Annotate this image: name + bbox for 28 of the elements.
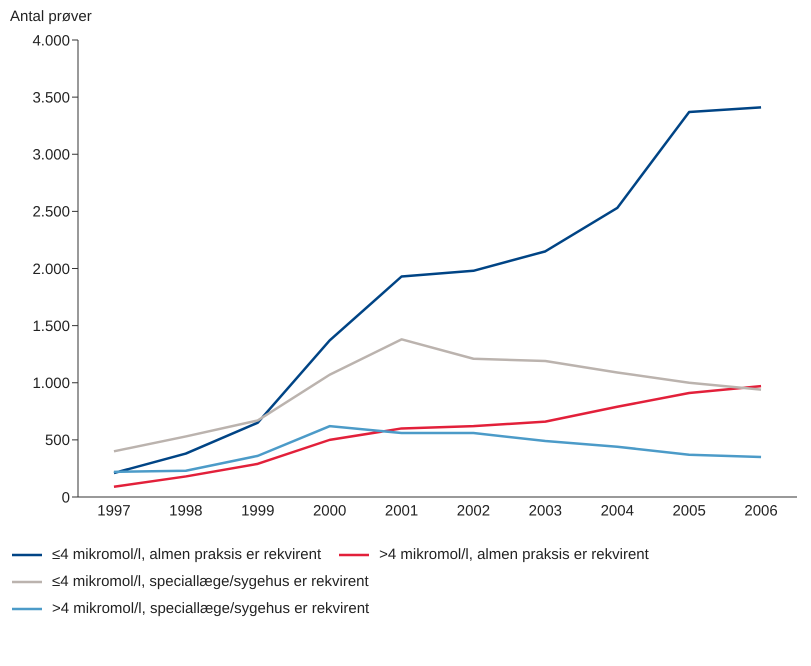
x-tick-label: 1997	[97, 502, 131, 520]
y-tick-label: 4.000	[32, 32, 70, 50]
legend-label: >4 mikromol/l, speciallæge/sygehus er rekvirent	[52, 600, 370, 617]
line-series	[112, 338, 762, 453]
y-tick-label: 3.500	[32, 89, 70, 106]
y-tick-label: 0	[62, 489, 70, 506]
x-tick-label: 2005	[672, 502, 706, 520]
line-series	[112, 424, 762, 474]
y-tick-label: 2.500	[32, 204, 70, 221]
x-tick-label: 1999	[241, 502, 274, 520]
line-series	[112, 106, 762, 474]
x-tick-label: 2002	[456, 502, 490, 520]
y-tick-label: 1.500	[32, 318, 70, 335]
y-tick-label: 3.000	[32, 146, 70, 164]
y-axis-title: Antal prøver	[10, 8, 92, 25]
x-tick-label: 1998	[169, 502, 203, 520]
legend-label: ≤4 mikromol/l, almen praksis er rekvirent	[52, 546, 322, 563]
x-tick-label: 2000	[312, 502, 346, 520]
y-tick-label: 2.000	[32, 260, 70, 278]
y-tick-label: 500	[44, 432, 70, 450]
line-series	[112, 384, 762, 488]
x-tick-label: 2006	[744, 502, 778, 520]
legend-label: ≤4 mikromol/l, speciallæge/sygehus er rekvirent	[52, 573, 369, 590]
x-tick-label: 2004	[600, 502, 634, 520]
x-tick-label: 2001	[384, 502, 418, 520]
y-tick-label: 1.000	[32, 375, 70, 392]
legend-label: >4 mikromol/l, almen praksis er rekvirent	[379, 546, 649, 563]
x-tick-label: 2003	[528, 502, 562, 520]
